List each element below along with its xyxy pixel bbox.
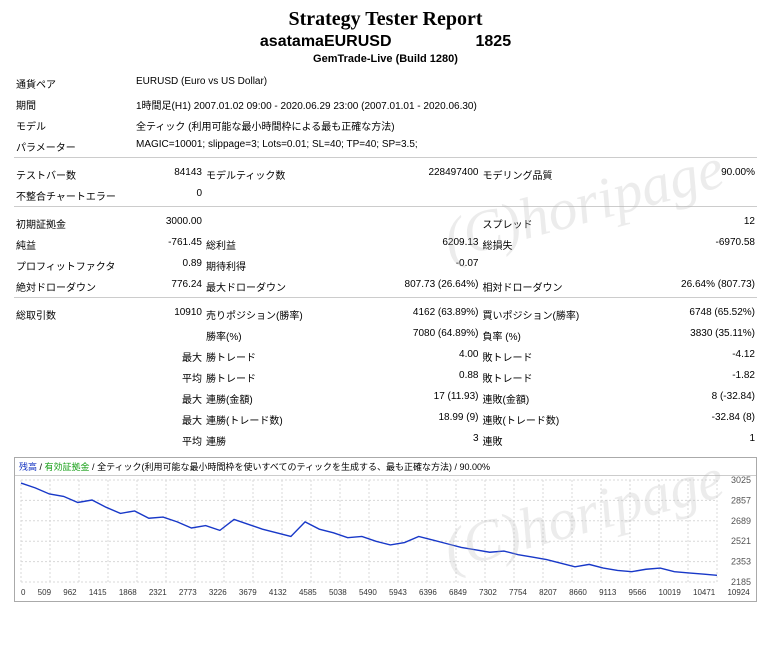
max-label-1: 最大 [134,346,204,367]
ticks-value: 228497400 [371,164,481,185]
bars-label: テストバー数 [14,164,134,185]
pf-value: 0.89 [134,255,204,276]
quality-label: モデリング品質 [481,164,648,185]
deposit-label: 初期証拠金 [14,213,134,234]
winpct-label: 勝率(%) [204,325,371,346]
report-table: 通貨ペア EURUSD (Euro vs US Dollar) 期間 1時間足(… [14,73,757,451]
ep-value: -0.07 [371,255,481,276]
pf-label: プロフィットファクタ [14,255,134,276]
grossl-value: -6970.58 [647,234,757,255]
conswincnt-label: 連勝(トレード数) [204,409,371,430]
long-value: 6748 (65.52%) [647,304,757,325]
maxdd-value: 807.73 (26.64%) [371,276,481,298]
svg-text:2185: 2185 [731,577,751,586]
conslossamt-label: 連敗(金額) [481,388,648,409]
param-value: MAGIC=10001; slippage=3; Lots=0.01; SL=4… [134,136,757,158]
model-value: 全ティック (利用可能な最小時間枠による最も正確な方法) [134,115,757,136]
avgconsloss-value: 1 [647,430,757,451]
avgconswin-value: 3 [371,430,481,451]
short-label: 売りポジション(勝率) [204,304,371,325]
net-value: -761.45 [134,234,204,255]
period-label: 期間 [14,94,134,115]
balance-chart: 残高 / 有効証拠金 / 全ティック(利用可能な最小時間枠を使いすべてのティック… [14,457,757,602]
wintrade-label: 勝トレード [204,346,371,367]
avgconsloss-label: 連敗 [481,430,648,451]
quality-value: 90.00% [647,164,757,185]
charterr-label: 不整合チャートエラー [14,185,134,207]
legend-text: 全ティック(利用可能な最小時間枠を使いすべてのティックを生成する、最も正確な方法… [97,462,490,472]
deposit-value: 3000.00 [134,213,204,234]
absdd-label: 絶対ドローダウン [14,276,134,298]
winpct-value: 7080 (64.89%) [371,325,481,346]
wintrade-label-2: 勝トレード [204,367,371,388]
spread-value: 12 [647,213,757,234]
avg-label-2: 平均 [134,430,204,451]
avgwin-value: 0.88 [371,367,481,388]
avgloss-value: -1.82 [647,367,757,388]
svg-text:2689: 2689 [731,516,751,526]
param-label: パラメーター [14,136,134,158]
svg-text:2353: 2353 [731,557,751,567]
svg-text:3025: 3025 [731,476,751,485]
ep-label: 期待利得 [204,255,371,276]
conslosscnt-label: 連敗(トレード数) [481,409,648,430]
chart-xaxis: 0509962141518682321277332263679413245855… [15,586,756,601]
chart-svg: 2185 2353 2521 2689 2857 3025 [15,476,755,586]
model-label: モデル [14,115,134,136]
grossl-label: 総損失 [481,234,648,255]
conslosscnt-value: -32.84 (8) [647,409,757,430]
maxloss-value: -4.12 [647,346,757,367]
losstrade-label: 敗トレード [481,346,648,367]
totaltrades-value: 10910 [134,304,204,325]
absdd-value: 776.24 [134,276,204,298]
reldd-label: 相対ドローダウン [481,276,648,298]
max-label-3: 最大 [134,409,204,430]
legend-equity: 有効証拠金 [45,462,90,472]
period-value: 1時間足(H1) 2007.01.02 09:00 - 2020.06.29 2… [134,94,757,115]
max-label-2: 最大 [134,388,204,409]
maxdd-label: 最大ドローダウン [204,276,371,298]
net-label: 純益 [14,234,134,255]
totaltrades-label: 総取引数 [14,304,134,325]
legend-balance: 残高 [19,462,37,472]
short-value: 4162 (63.89%) [371,304,481,325]
spread-label: スプレッド [481,213,648,234]
symbol-value: EURUSD (Euro vs US Dollar) [134,73,757,94]
conswincnt-value: 18.99 (9) [371,409,481,430]
symbol-label: 通貨ペア [14,73,134,94]
losspct-label: 負率 (%) [481,325,648,346]
svg-text:2521: 2521 [731,536,751,546]
long-label: 買いポジション(勝率) [481,304,648,325]
conswinamt-label: 連勝(金額) [204,388,371,409]
charterr-value: 0 [134,185,204,207]
losspct-value: 3830 (35.11%) [647,325,757,346]
report-title: Strategy Tester Report [0,8,771,31]
build-info: GemTrade-Live (Build 1280) [0,53,771,65]
report-subtitle: asatamaEURUSD 1825 [0,33,771,51]
grossp-label: 総利益 [204,234,371,255]
conswinamt-value: 17 (11.93) [371,388,481,409]
losstrade-label-2: 敗トレード [481,367,648,388]
report-header: Strategy Tester Report asatamaEURUSD 182… [0,0,771,67]
ticks-label: モデルティック数 [204,164,371,185]
avgconswin-label: 連勝 [204,430,371,451]
conslossamt-value: 8 (-32.84) [647,388,757,409]
reldd-value: 26.64% (807.73) [647,276,757,298]
avg-label-1: 平均 [134,367,204,388]
grossp-value: 6209.13 [371,234,481,255]
bars-value: 84143 [134,164,204,185]
chart-legend: 残高 / 有効証拠金 / 全ティック(利用可能な最小時間枠を使いすべてのティック… [15,458,756,476]
svg-text:2857: 2857 [731,495,751,505]
maxwin-value: 4.00 [371,346,481,367]
